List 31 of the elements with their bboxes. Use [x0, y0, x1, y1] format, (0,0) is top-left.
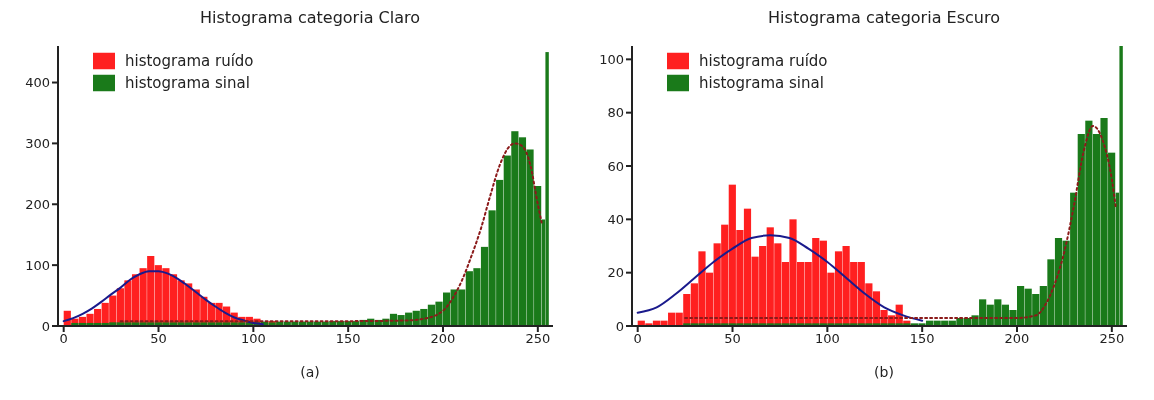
x-tick-label: 100 [240, 331, 266, 347]
y-tick-label: 200 [25, 196, 50, 212]
y-tick-label: 40 [607, 211, 624, 227]
y-tick-label: 80 [607, 105, 624, 121]
x-tick-label: 150 [335, 331, 361, 347]
x-tick-label: 50 [150, 331, 167, 347]
x-tick-label: 0 [633, 331, 642, 347]
x-tick-label: 200 [430, 331, 456, 347]
y-tick-label: 60 [607, 158, 624, 174]
x-tick-label: 150 [909, 331, 935, 347]
y-tick-label: 300 [25, 136, 50, 152]
x-tick-label: 250 [1099, 331, 1125, 347]
y-tick-label: 20 [607, 265, 624, 281]
text: (b) [873, 364, 895, 380]
chart-title: Histograma categoria Claro [199, 8, 421, 29]
y-tick-label: 0 [41, 318, 50, 334]
legend-label: histograma sinal [699, 73, 824, 92]
text: (a) [299, 364, 321, 380]
x-tick-label: 250 [525, 331, 551, 347]
chart-title: Histograma categoria Escuro [767, 8, 1001, 29]
y-tick-label: 400 [25, 75, 50, 91]
y-tick-label: 100 [599, 51, 624, 67]
x-tick-label: 200 [1004, 331, 1030, 347]
legend-label: histograma sinal [125, 73, 250, 92]
x-tick-label: 0 [59, 331, 68, 347]
legend-label: histograma ruído [699, 51, 828, 70]
x-tick-label: 50 [724, 331, 741, 347]
y-tick-label: 0 [615, 318, 624, 334]
legend-label: histograma ruído [125, 51, 254, 70]
x-tick-label: 100 [814, 331, 840, 347]
y-tick-label: 100 [25, 257, 50, 273]
